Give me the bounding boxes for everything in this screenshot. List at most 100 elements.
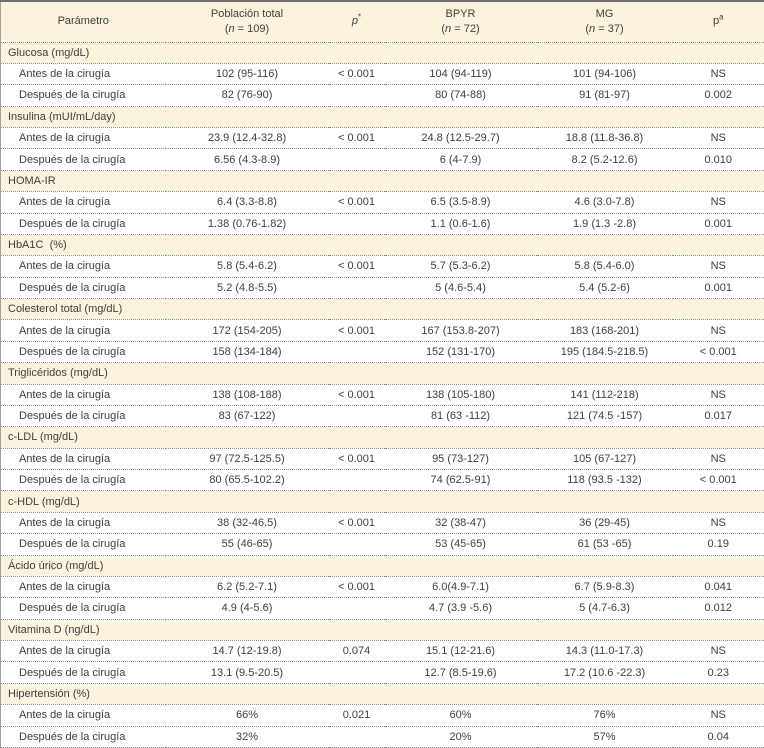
p-value-cell: 0.017 (672, 405, 764, 428)
value-cell: 6 (4-7.9) (384, 148, 537, 171)
table-row: Después de la cirugía 80 (65.5-102.2) 74 (… (0, 469, 764, 492)
p-value-cell: < 0.001 (328, 384, 385, 406)
p-value-cell: 0.19 (672, 533, 764, 556)
row-label-cell: Antes de la cirugía (0, 576, 166, 599)
value-cell: 104 (94-119) (384, 63, 537, 86)
value-cell: 95 (73-127) (384, 448, 537, 471)
table-row: Antes de la cirugía 172 (154-205) < 0.001 1… (0, 319, 764, 342)
column-header-bpyr: BPYR (n = 72) (384, 1, 537, 43)
section-row-hipertension: Hipertensión (%) (0, 683, 764, 706)
value-cell: 101 (94-106) (536, 63, 673, 86)
p-value-cell (328, 533, 385, 556)
column-header-label: Población total (210, 7, 284, 20)
value-cell: 23.9 (12.4-32.8) (165, 127, 329, 150)
section-title: Colesterol total (mg/dL) (0, 298, 764, 321)
column-header-subline: (n = 72) (441, 22, 480, 35)
section-title: Vitamina D (ng/dL) (0, 619, 764, 642)
value-cell: 53 (45-65) (384, 533, 537, 556)
p-value-cell: NS (672, 127, 764, 150)
row-label-cell: Antes de la cirugía (0, 255, 166, 278)
value-cell: 1.9 (1.3 -2.8) (536, 213, 673, 235)
p-value-cell: < 0.001 (328, 63, 385, 86)
section-row-insulina-mui-ml-day: Insulina (mUI/mL/day) (0, 106, 764, 129)
p-value-cell: < 0.001 (328, 512, 385, 535)
value-cell: 6.2 (5.2-7.1) (165, 576, 329, 599)
value-cell: 152 (131-170) (384, 341, 537, 364)
p-value-cell: 0.001 (672, 277, 764, 300)
value-cell: 4.7 (3.9 -5.6) (384, 597, 537, 620)
table-row: Antes de la cirugía 6.4 (3.3-8.8) < 0.001 6… (0, 191, 764, 214)
row-label-cell: Antes de la cirugía (0, 384, 166, 406)
p-value-cell (328, 597, 385, 620)
value-cell: 32 (38-47) (384, 512, 537, 535)
table-row: Después de la cirugía 158 (134-184) 152 (1… (0, 341, 764, 364)
value-cell: 80 (74-88) (384, 84, 537, 107)
section-row-glucosa-mg-dl: Glucosa (mg/dL) (0, 42, 764, 64)
value-cell: 5.2 (4.8-5.5) (165, 277, 329, 300)
value-cell: 1.38 (0.76-1.82) (165, 213, 329, 235)
section-title: Hipertensión (%) (0, 683, 764, 706)
column-header-p: p* (328, 1, 385, 43)
column-header-parametro: Parámetro (0, 1, 166, 43)
table-row: Antes de la cirugía 5.8 (5.4-6.2) < 0.001 5… (0, 255, 764, 278)
table-row: Después de la cirugía 1.38 (0.76-1.82) 1.1… (0, 213, 764, 235)
section-title: Ácido úrico (mg/dL) (0, 555, 764, 577)
value-cell: 158 (134-184) (165, 341, 329, 364)
value-cell: 83 (67-122) (165, 405, 329, 428)
p-value-cell: 0.001 (672, 213, 764, 235)
p-value-cell: 0.04 (672, 726, 764, 748)
table-row: Después de la cirugía 13.1 (9.5-20.5) 12.7… (0, 661, 764, 684)
table-row: Después de la cirugía 32% 20% 57% 0.04 (0, 726, 764, 748)
section-title: Glucosa (mg/dL) (0, 42, 764, 64)
row-label-cell: Después de la cirugía (0, 148, 166, 171)
value-cell: 118 (93.5 -132) (536, 469, 673, 492)
table-row: Antes de la cirugía 23.9 (12.4-32.8) < 0.0… (0, 127, 764, 150)
p-value-cell (328, 726, 385, 748)
p-value-cell: < 0.001 (328, 191, 385, 214)
value-cell: 81 (63 -112) (384, 405, 537, 428)
row-label-cell: Después de la cirugía (0, 277, 166, 300)
table-row: Antes de la cirugía 97 (72.5-125.5) < 0.00… (0, 448, 764, 471)
value-cell: 66% (165, 704, 329, 727)
value-cell: 5 (4.7-6.3) (536, 597, 673, 620)
section-row-colesterol-total-mg-dl: Colesterol total (mg/dL) (0, 298, 764, 321)
value-cell: 6.56 (4.3-8.9) (165, 148, 329, 171)
section-row-hba1c: HbA1C (%) (0, 234, 764, 257)
value-cell: 6.7 (5.9-8.3) (536, 576, 673, 599)
row-label-cell: Antes de la cirugía (0, 704, 166, 727)
value-cell: 91 (81-97) (536, 84, 673, 107)
row-label-cell: Después de la cirugía (0, 597, 166, 620)
column-header-label: p* (351, 12, 362, 28)
p-value-cell: 0.010 (672, 148, 764, 171)
p-value-cell: < 0.001 (672, 341, 764, 364)
p-value-cell: NS (672, 191, 764, 214)
column-header-subline: (n = 109) (224, 22, 270, 35)
value-cell: 17.2 (10.6 -22.3) (536, 661, 673, 684)
p-value-cell: 0.23 (672, 661, 764, 684)
table-row: Después de la cirugía 83 (67-122) 81 (63 -… (0, 405, 764, 428)
value-cell: 4.6 (3.0-7.8) (536, 191, 673, 214)
column-header-label: Parámetro (57, 15, 109, 28)
value-cell: 15.1 (12-21.6) (384, 640, 537, 663)
p-value-cell: NS (672, 512, 764, 535)
table-row: Antes de la cirugía 14.7 (12-19.8) 0.074 15… (0, 640, 764, 663)
value-cell: 82 (76-90) (165, 84, 329, 107)
p-value-cell: 0.021 (328, 704, 385, 727)
table-row: Antes de la cirugía 66% 0.021 60% 76% NS (0, 704, 764, 727)
row-label-cell: Antes de la cirugía (0, 191, 166, 214)
p-value-cell (328, 84, 385, 107)
value-cell: 141 (112-218) (536, 384, 673, 406)
value-cell: 36 (29-45) (536, 512, 673, 535)
value-cell: 76% (536, 704, 673, 727)
row-label-cell: Después de la cirugía (0, 405, 166, 428)
value-cell: 5.4 (5.2-6) (536, 277, 673, 300)
value-cell: 167 (153.8-207) (384, 319, 537, 342)
section-title: c-HDL (mg/dL) (0, 490, 764, 513)
value-cell: 12.7 (8.5-19.6) (384, 661, 537, 684)
row-label-cell: Antes de la cirugía (0, 319, 166, 342)
p-value-cell: 0.002 (672, 84, 764, 107)
p-value-cell: < 0.001 (672, 469, 764, 492)
value-cell: 6.5 (3.5-8.9) (384, 191, 537, 214)
p-value-cell (328, 469, 385, 492)
p-value-cell: NS (672, 448, 764, 471)
